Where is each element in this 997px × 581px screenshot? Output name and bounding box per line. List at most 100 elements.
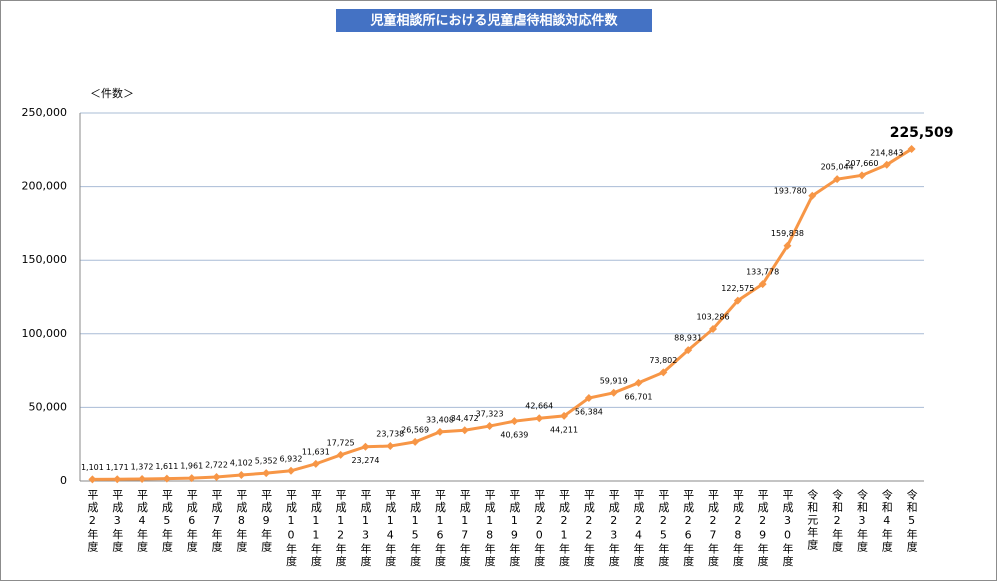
marker — [907, 145, 916, 154]
marker — [609, 388, 618, 397]
value-label: 33,408 — [426, 415, 454, 424]
value-label: 42,664 — [525, 402, 553, 411]
value-label: 59,919 — [600, 376, 628, 385]
line — [92, 147, 913, 481]
value-label: 34,472 — [451, 414, 479, 423]
value-label: 17,725 — [327, 438, 355, 447]
value-label: 122,575 — [721, 284, 754, 293]
marker — [138, 474, 147, 483]
x-tick-label: 平成9年度 — [260, 489, 273, 554]
x-tick-label: 平成18年度 — [483, 489, 496, 568]
y-tick-label: 100,000 — [22, 327, 68, 340]
x-tick-label: 平成8年度 — [235, 489, 248, 554]
marker — [485, 422, 494, 431]
value-label: 40,639 — [500, 431, 528, 440]
x-tick-label: 平成10年度 — [285, 489, 298, 568]
value-label: 1,372 — [131, 462, 154, 471]
value-label: 2,722 — [205, 460, 228, 469]
x-tick-label: 平成7年度 — [210, 489, 223, 554]
marker — [287, 466, 295, 475]
value-label: 214,843 — [870, 148, 903, 157]
marker — [560, 411, 569, 420]
marker — [187, 474, 196, 483]
x-tick-label: 平成16年度 — [433, 489, 446, 568]
marker — [262, 469, 271, 478]
value-label: 23,738 — [376, 430, 404, 439]
marker — [113, 475, 122, 484]
value-label: 159,838 — [771, 229, 804, 238]
value-label: 26,569 — [401, 425, 429, 434]
value-label: 4,102 — [230, 458, 253, 467]
marker — [212, 472, 221, 481]
value-label: 1,101 — [81, 463, 104, 472]
marker — [758, 280, 767, 289]
y-axis-label: ＜件数＞ — [90, 87, 134, 100]
marker — [833, 175, 842, 184]
marker — [584, 394, 593, 403]
y-tick-label: 50,000 — [29, 400, 68, 413]
marker — [783, 241, 792, 250]
value-label: 193.780 — [774, 186, 807, 195]
value-label: 5,352 — [255, 457, 278, 466]
marker — [361, 442, 370, 451]
marker — [460, 426, 469, 435]
marker — [411, 437, 420, 446]
value-label: 207,660 — [845, 159, 878, 168]
x-tick-label: 令和2年度 — [831, 488, 844, 554]
marker — [311, 459, 320, 468]
value-label: 133,778 — [746, 268, 779, 277]
value-label: 11,631 — [302, 447, 330, 456]
y-tick-label: 150,000 — [22, 253, 68, 266]
marker — [709, 324, 717, 333]
x-tick-label: 平成19年度 — [508, 489, 521, 568]
x-tick-label: 平成23年度 — [607, 489, 620, 568]
value-label: 37,323 — [476, 410, 504, 419]
marker — [857, 171, 866, 180]
value-label: 6,932 — [280, 454, 303, 463]
marker — [882, 160, 891, 169]
title-box — [336, 9, 652, 32]
marker — [162, 474, 171, 483]
y-tick-label: 0 — [60, 474, 67, 487]
marker — [634, 378, 643, 387]
x-tick-label: 平成15年度 — [409, 489, 422, 568]
marker — [88, 475, 97, 484]
x-tick-label: 平成30年度 — [781, 489, 794, 568]
value-label: 44,211 — [550, 425, 578, 434]
value-label: 225,509 — [890, 125, 954, 141]
x-tick-label: 平成5年度 — [160, 489, 173, 554]
x-tick-label: 平成14年度 — [384, 489, 397, 568]
marker — [237, 470, 246, 479]
value-label: 66,701 — [625, 392, 653, 401]
value-label: 1,961 — [180, 462, 203, 471]
x-tick-label: 平成26年度 — [682, 489, 695, 568]
x-tick-label: 平成21年度 — [558, 489, 571, 568]
x-tick-label: 平成12年度 — [334, 489, 347, 568]
x-tick-label: 平成24年度 — [632, 489, 645, 568]
marker — [510, 417, 519, 426]
x-tick-label: 平成11年度 — [309, 489, 322, 568]
marker — [336, 450, 345, 459]
x-tick-label: 令和元年度 — [806, 488, 819, 552]
value-label: 205,044 — [821, 163, 854, 172]
x-tick-label: 平成29年度 — [756, 489, 769, 568]
marker — [435, 427, 444, 436]
x-tick-label: 令和5年度 — [905, 488, 918, 554]
chart-title: 児童相談所における児童虐待相談対応件数 — [369, 13, 618, 29]
value-label: 103,286 — [696, 312, 729, 321]
value-label: 1,171 — [106, 463, 129, 472]
marker — [808, 191, 817, 200]
x-tick-label: 平成2年度 — [86, 489, 99, 554]
x-tick-label: 平成20年度 — [533, 489, 546, 568]
x-tick-label: 平成22年度 — [582, 489, 595, 568]
x-tick-label: 平成13年度 — [359, 489, 372, 568]
marker — [386, 442, 395, 451]
x-tick-label: 平成28年度 — [731, 489, 744, 568]
marker — [659, 368, 668, 377]
y-tick-label: 250,000 — [22, 106, 68, 119]
value-label: 88,931 — [674, 334, 702, 343]
x-tick-label: 平成27年度 — [707, 489, 720, 568]
marker — [684, 346, 693, 355]
